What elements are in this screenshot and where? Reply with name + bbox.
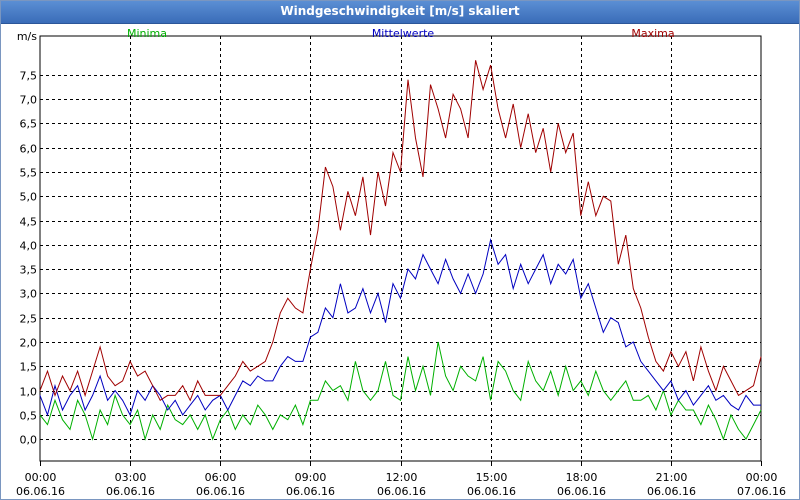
x-tick-label-time: 12:00 xyxy=(386,471,418,484)
window-title: Windgeschwindigkeit [m/s] skaliert xyxy=(280,4,520,18)
series-maxima-line xyxy=(39,60,762,402)
x-tick-label-date: 06.06.16 xyxy=(106,485,155,498)
y-tick-label: 2,5 xyxy=(20,313,38,326)
y-tick-label: 6,0 xyxy=(20,143,38,156)
wind-speed-chart: 0,0 0,5 1,0 1,5 2,0 2,5 3,0 3,5 4,0 4,5 5,0 5,5 6,0 6… xyxy=(16,27,786,498)
y-tick-label: 4,5 xyxy=(20,216,38,229)
grid-layer xyxy=(39,35,762,462)
legend-minima: Minima xyxy=(127,27,167,40)
y-tick-label: 0,5 xyxy=(20,410,38,423)
y-tick-label: 6,5 xyxy=(20,118,38,131)
legend-mittelwerte: Mittelwerte xyxy=(372,27,435,40)
y-tick-label: 7,5 xyxy=(20,70,38,83)
series-layer xyxy=(39,60,762,441)
x-tick-label-time: 06:00 xyxy=(205,471,237,484)
legend-maxima: Maxima xyxy=(631,27,674,40)
plot-border xyxy=(39,35,762,462)
y-tick-label: 5,0 xyxy=(20,191,38,204)
x-tick-label-time: 00:00 xyxy=(746,471,778,484)
x-tick-label-time: 18:00 xyxy=(566,471,598,484)
y-tick-label: 4,0 xyxy=(20,240,38,253)
x-tick-label-date: 06.06.16 xyxy=(467,485,516,498)
x-tick-label-date: 06.06.16 xyxy=(286,485,335,498)
x-tick-label-time: 03:00 xyxy=(115,471,147,484)
x-tick-label-date: 06.06.16 xyxy=(377,485,426,498)
x-tick-label-date: 06.06.16 xyxy=(647,485,696,498)
y-tick-label: 0,0 xyxy=(20,434,38,447)
legend-layer: Minima Mittelwerte Maxima xyxy=(127,27,675,40)
x-tick-label-date: 06.06.16 xyxy=(557,485,606,498)
x-tick-label-date: 07.06.16 xyxy=(737,485,786,498)
x-tick-label-time: 15:00 xyxy=(476,471,508,484)
axis-layer: 0,0 0,5 1,0 1,5 2,0 2,5 3,0 3,5 4,0 4,5 5,0 5,5 6,0 6… xyxy=(16,30,786,498)
title-bar: Windgeschwindigkeit [m/s] skaliert xyxy=(1,1,799,24)
y-tick-label: 2,0 xyxy=(20,337,38,350)
y-tick-label: 3,0 xyxy=(20,288,38,301)
y-tick-label: 7,0 xyxy=(20,94,38,107)
y-axis-label: m/s xyxy=(17,30,37,43)
x-tick-label-time: 00:00 xyxy=(25,471,57,484)
y-tick-label: 5,5 xyxy=(20,167,38,180)
series-minima-line xyxy=(39,341,762,441)
series-mittelwerte-line xyxy=(39,238,761,417)
x-tick-label-time: 09:00 xyxy=(295,471,327,484)
y-tick-label: 1,0 xyxy=(20,386,38,399)
y-tick-label: 1,5 xyxy=(20,361,38,374)
x-tick-label-time: 21:00 xyxy=(656,471,688,484)
y-tick-label: 3,5 xyxy=(20,264,38,277)
x-tick-label-date: 06.06.16 xyxy=(196,485,245,498)
x-tick-label-date: 06.06.16 xyxy=(16,485,65,498)
